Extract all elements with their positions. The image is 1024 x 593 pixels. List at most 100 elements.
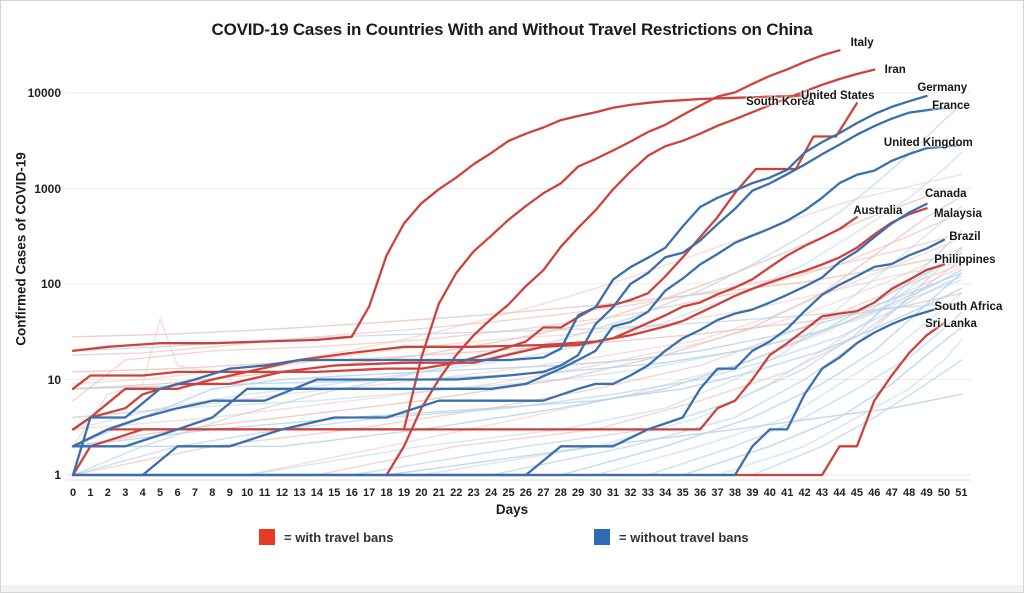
line-unlabeled <box>72 252 963 338</box>
x-tick-label: 23 <box>467 487 480 499</box>
label-brazil: Brazil <box>949 231 981 244</box>
line-sri-lanka <box>71 321 946 477</box>
line-unlabeled <box>72 269 963 390</box>
legend-label-without-travel-bans: = without travel bans <box>619 529 749 545</box>
x-tick-label: 27 <box>537 487 550 499</box>
x-tick-label: 32 <box>624 487 637 499</box>
x-tick-label: 34 <box>659 487 672 499</box>
label-united-states: United States <box>800 90 875 103</box>
line-unlabeled <box>72 275 963 476</box>
page-title: COVID-19 Cases in Countries With and Wit… <box>211 20 813 39</box>
label-south-korea: South Korea <box>746 96 815 109</box>
x-tick-label: 17 <box>363 487 376 499</box>
legend-swatch-with-travel-bans-icon <box>259 529 275 545</box>
label-south-africa: South Africa <box>934 301 1003 314</box>
legend-item-without-travel-bans: = without travel bans <box>594 529 749 545</box>
x-tick-label: 24 <box>484 487 498 499</box>
x-tick-label: 1 <box>87 487 94 499</box>
x-tick-label: 13 <box>293 487 306 499</box>
x-tick-label: 44 <box>833 487 846 499</box>
line-australia <box>71 216 859 431</box>
legend: = with travel bans = without travel bans <box>1 529 1023 549</box>
label-sri-lanka: Sri Lanka <box>925 318 977 331</box>
label-iran: Iran <box>884 63 906 76</box>
x-tick-label: 33 <box>641 487 654 499</box>
x-tick-label: 45 <box>850 487 864 499</box>
line-unlabeled <box>72 279 963 419</box>
x-tick-label: 30 <box>589 487 602 499</box>
line-france <box>71 106 946 448</box>
x-axis-title: Days <box>495 502 529 517</box>
x-tick-label: 46 <box>868 487 881 499</box>
x-tick-label: 7 <box>191 487 198 499</box>
line-malaysia <box>71 207 928 431</box>
line-philippines <box>71 263 946 477</box>
bottom-strip <box>1 585 1023 592</box>
x-tick-label: 49 <box>920 487 933 499</box>
x-tick-label: 10 <box>241 487 254 499</box>
line-unlabeled <box>72 272 963 447</box>
x-tick-label: 47 <box>885 487 898 499</box>
x-tick-label: 39 <box>746 487 759 499</box>
x-tick-label: 29 <box>572 487 585 499</box>
line-unlabeled <box>72 272 963 476</box>
line-italy <box>71 49 841 448</box>
line-united-kingdom <box>71 143 963 448</box>
line-unlabeled <box>72 248 963 476</box>
x-tick-label: 26 <box>519 487 533 499</box>
x-tick-label: 43 <box>815 487 829 499</box>
x-tick-label: 18 <box>380 487 393 499</box>
label-france: France <box>932 100 970 113</box>
line-iran <box>385 68 876 477</box>
x-tick-label: 41 <box>781 487 794 499</box>
y-tick-label: 1 <box>54 468 61 482</box>
x-tick-label: 31 <box>606 487 620 499</box>
line-unlabeled <box>72 292 963 476</box>
legend-label-with-travel-bans: = with travel bans <box>284 529 394 545</box>
label-philippines: Philippines <box>934 253 996 266</box>
x-tick-label: 35 <box>676 487 689 499</box>
x-tick-label: 11 <box>258 487 271 499</box>
legend-swatch-without-travel-bans-icon <box>594 529 610 545</box>
line-unlabeled <box>72 263 963 476</box>
x-tick-label: 37 <box>711 487 724 499</box>
line-unlabeled <box>72 211 963 402</box>
x-tick-label: 20 <box>415 487 428 499</box>
x-tick-label: 21 <box>432 487 445 499</box>
line-unlabeled <box>72 246 963 476</box>
label-canada: Canada <box>924 187 967 200</box>
line-unlabeled <box>72 312 963 476</box>
x-tick-label: 22 <box>450 487 463 499</box>
x-tick-label: 40 <box>763 487 776 499</box>
line-unlabeled <box>72 103 963 476</box>
x-tick-label: 25 <box>502 487 515 499</box>
label-germany: Germany <box>917 82 968 95</box>
line-germany <box>71 94 928 477</box>
x-tick-label: 8 <box>209 487 216 499</box>
x-tick-label: 14 <box>310 487 323 499</box>
x-tick-label: 0 <box>69 487 77 499</box>
y-tick-label: 10000 <box>27 86 61 100</box>
x-tick-label: 36 <box>693 487 707 499</box>
x-tick-label: 6 <box>174 487 181 499</box>
x-tick-label: 19 <box>397 487 411 499</box>
x-tick-label: 5 <box>157 487 164 499</box>
x-tick-label: 4 <box>139 487 146 499</box>
line-unlabeled <box>72 151 963 431</box>
x-tick-label: 28 <box>554 487 567 499</box>
y-tick-label: 10 <box>47 372 61 387</box>
x-tick-label: 2 <box>104 487 111 499</box>
line-south-africa <box>71 305 946 477</box>
x-tick-label: 50 <box>937 487 951 499</box>
y-tick-label: 1000 <box>34 181 61 196</box>
line-canada <box>141 202 928 477</box>
legend-item-with-travel-bans: = with travel bans <box>259 529 393 545</box>
label-malaysia: Malaysia <box>933 208 982 221</box>
x-tick-label: 16 <box>345 487 358 499</box>
x-tick-label: 42 <box>798 487 811 499</box>
label-italy: Italy <box>850 37 874 50</box>
line-unlabeled <box>72 246 963 431</box>
